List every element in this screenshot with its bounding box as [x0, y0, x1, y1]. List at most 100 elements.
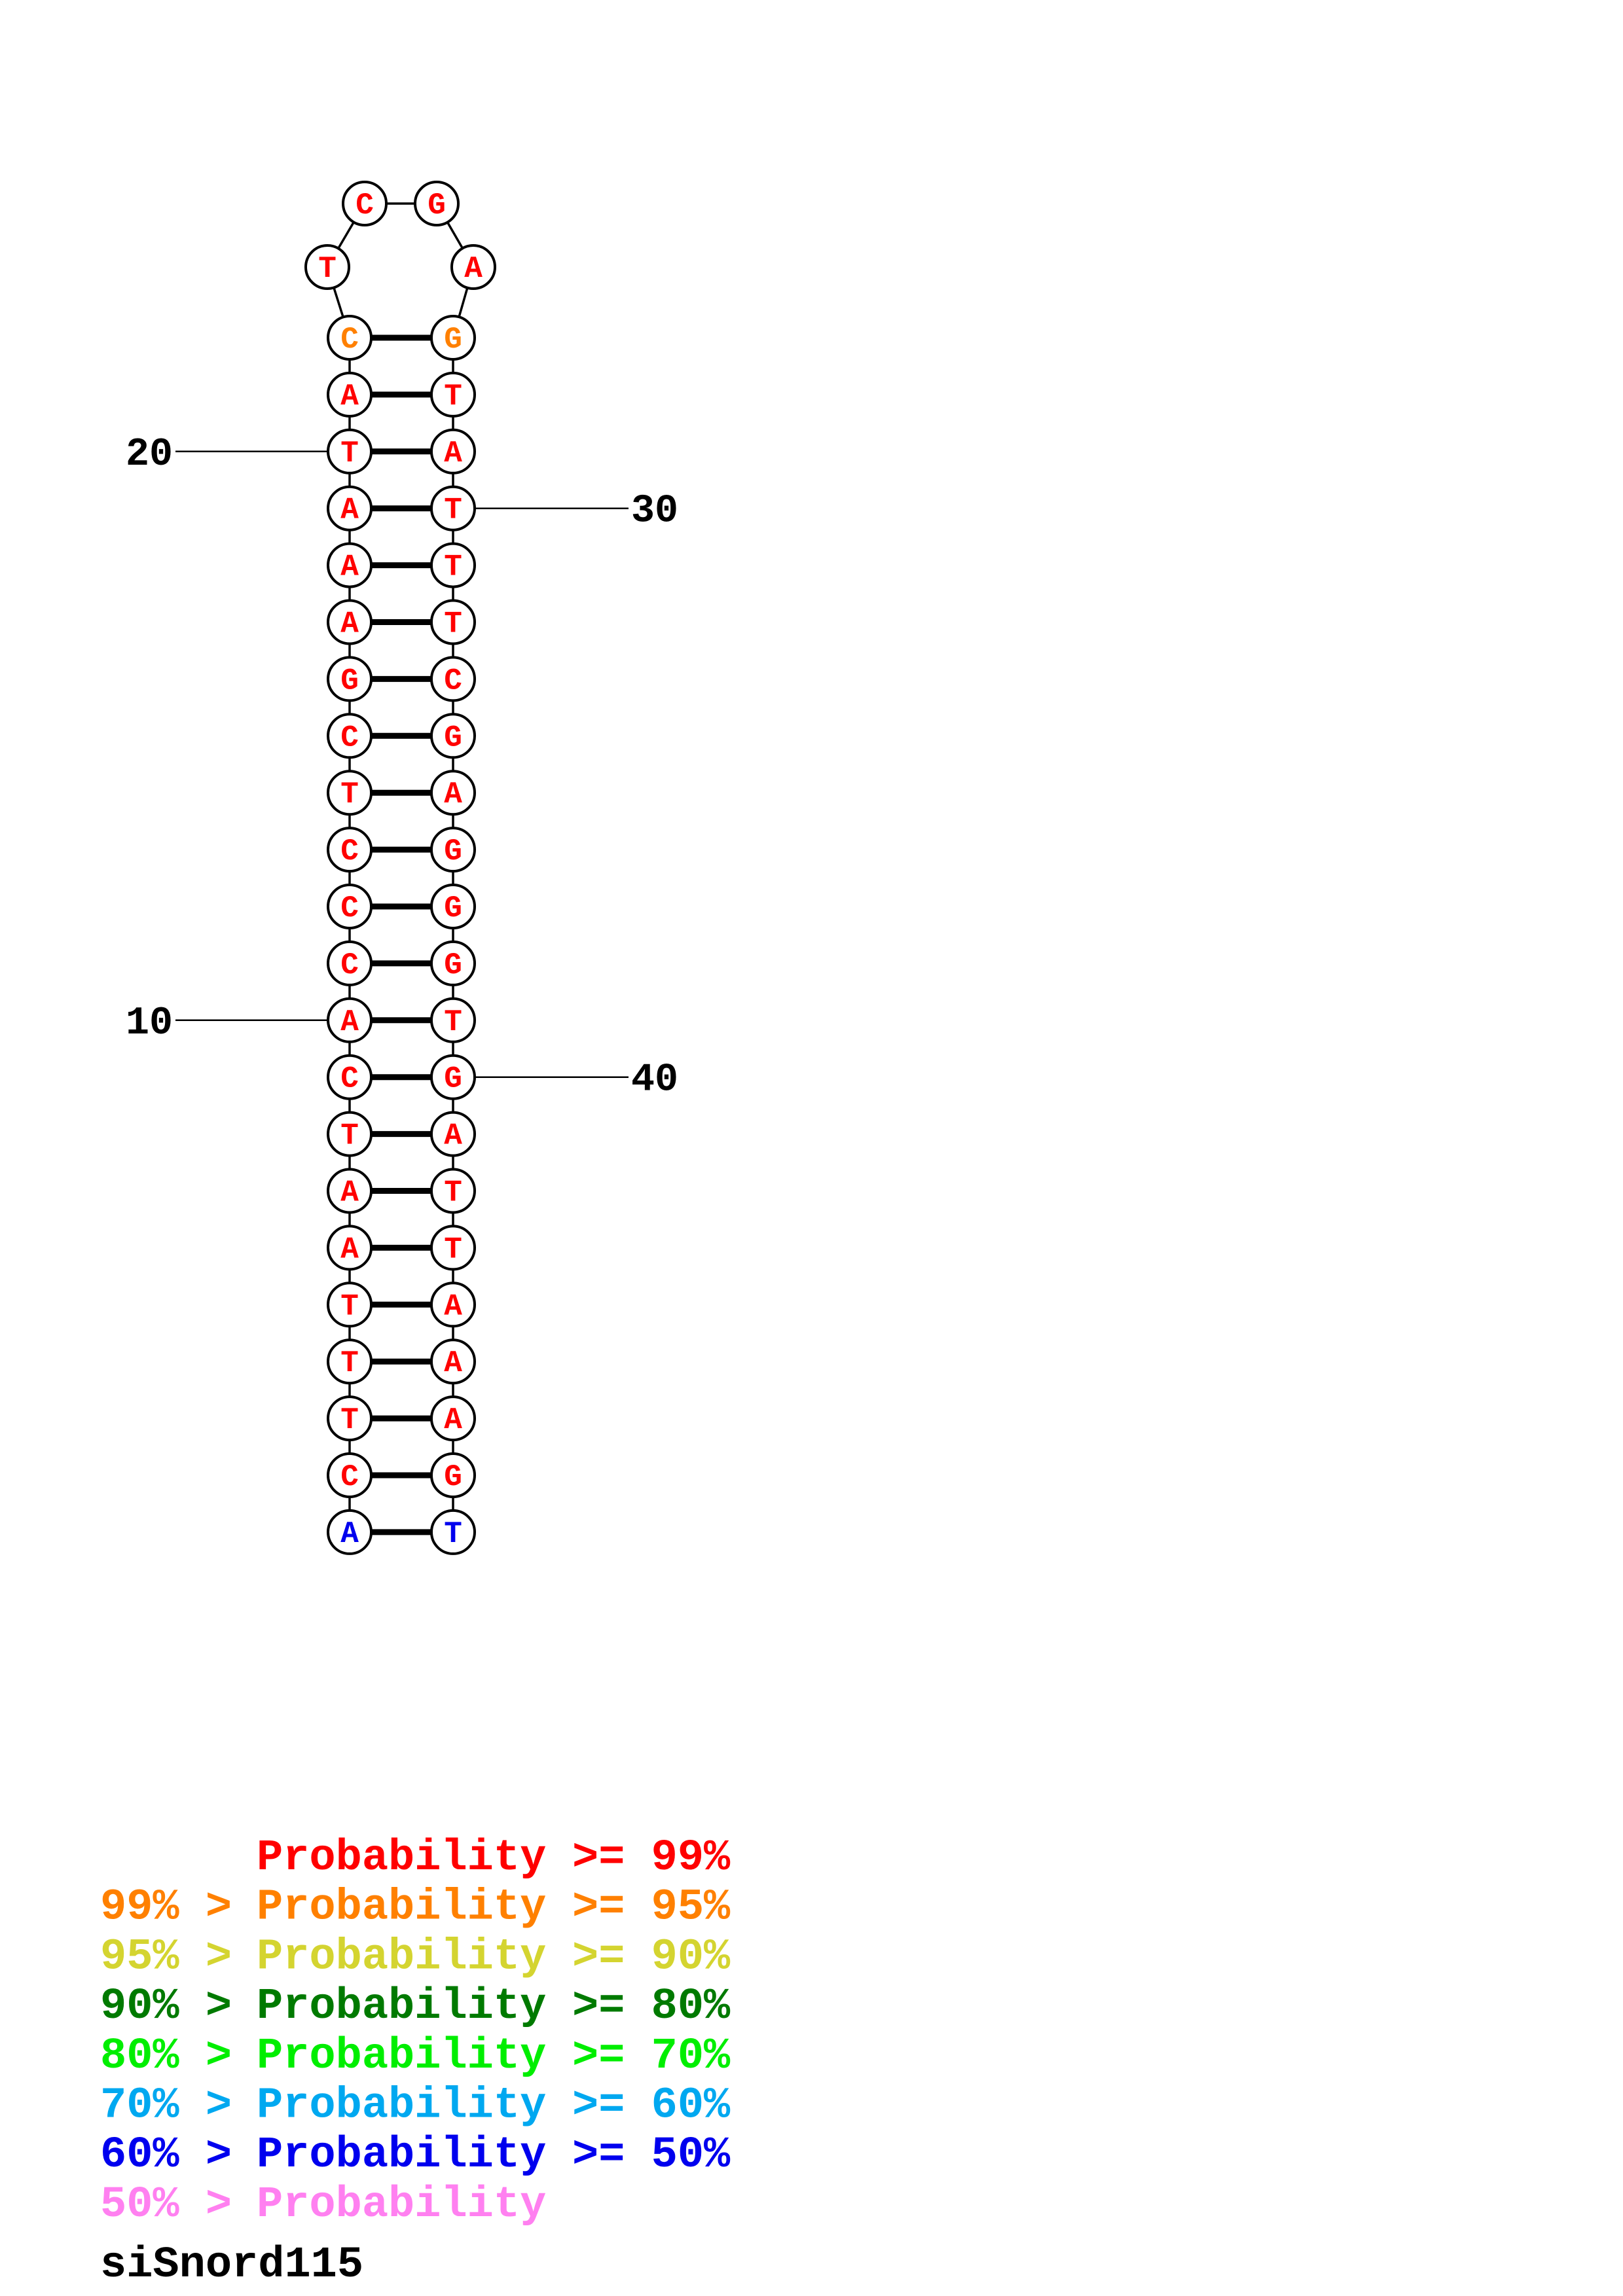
legend-suffix: >= 60% [572, 2081, 731, 2131]
nucleotide-circle [327, 428, 373, 475]
nucleotide-letter: C [340, 721, 359, 755]
nucleotide-circle [327, 1168, 373, 1214]
nucleotide-8: T [327, 1111, 373, 1157]
nucleotide-circle [450, 244, 496, 290]
nucleotide-letter: A [444, 1289, 462, 1323]
nucleotide-2: C [327, 1452, 373, 1498]
legend-entry-p99: Probability >= 99% [257, 1833, 731, 1883]
nucleotide-letter: C [340, 1460, 359, 1494]
nucleotide-circle [327, 1054, 373, 1100]
nucleotide-circle [327, 599, 373, 645]
nucleotide-letter: C [444, 664, 462, 698]
nucleotide-circle [430, 1054, 476, 1100]
legend-entry-p50: 60% > Probability >= 50% [100, 2130, 731, 2180]
nucleotide-circle [430, 1338, 476, 1385]
nucleotide-26: A [450, 244, 496, 290]
legend-label: Probability [257, 2130, 546, 2180]
nucleotide-11: C [327, 940, 373, 986]
legend-label: Probability [257, 2180, 546, 2230]
nucleotide-circle [430, 428, 476, 475]
nucleotide-circle [304, 244, 350, 290]
position-label-10: 10 [126, 1001, 173, 1046]
probability-legend: Probability >= 99%99% > Probability >= 95% 9… [100, 1833, 731, 2230]
nucleotide-circle [430, 940, 476, 986]
nucleotide-circle [430, 542, 476, 588]
nucleotide-circle [327, 1338, 373, 1385]
nucleotide-6: A [327, 1225, 373, 1271]
legend-entry-p95: 99% > Probability >= 95% [100, 1883, 731, 1933]
legend-prefix: 70% > [100, 2081, 232, 2131]
nucleotide-circle [327, 542, 373, 588]
nucleotide-letter: C [340, 1062, 359, 1096]
nucleotide-circle [430, 1111, 476, 1157]
nucleotide-letter: G [444, 834, 462, 869]
nucleotide-letter: A [340, 1176, 359, 1210]
nucleotide-letter: A [340, 493, 359, 528]
legend-entry-p60: 70% > Probability >= 60% [100, 2081, 731, 2131]
legend-prefix: 50% > [100, 2180, 232, 2230]
nucleotide-letter: C [340, 834, 359, 869]
nucleotide-circle [430, 1282, 476, 1328]
nucleotide-circle [327, 315, 373, 361]
nucleotide-20: T [327, 428, 373, 475]
nucleotide-circle [327, 997, 373, 1043]
legend-suffix: >= 95% [572, 1883, 731, 1933]
nucleotide-7: A [327, 1168, 373, 1214]
nucleotide-letter: G [444, 1062, 462, 1096]
nucleotide-41: A [430, 1111, 476, 1157]
nucleotide-circle [327, 485, 373, 531]
nucleotide-44: A [430, 1282, 476, 1328]
nucleotide-circle [430, 1225, 476, 1271]
nucleotide-31: T [430, 542, 476, 588]
nucleotide-40: G [430, 1054, 476, 1100]
nucleotide-letter: T [340, 1346, 359, 1380]
nucleotide-letter: T [340, 778, 359, 812]
nucleotide-39: T [430, 997, 476, 1043]
legend-label: Probability [257, 1932, 546, 1982]
nucleotide-letter: G [444, 721, 462, 755]
nucleotide-letter: A [340, 1005, 359, 1039]
legend-suffix: >= 80% [572, 1982, 731, 2032]
nucleotide-letter: G [340, 664, 359, 698]
legend-label: Probability [257, 1982, 546, 2032]
nucleotide-5: T [327, 1282, 373, 1328]
legend-prefix: 90% > [100, 1982, 232, 2032]
nucleotide-letter: T [444, 1517, 462, 1551]
legend-label: Probability [257, 2032, 546, 2081]
nucleotide-circle [327, 713, 373, 759]
nucleotide-letter: T [340, 437, 359, 471]
nucleotide-circle [430, 485, 476, 531]
nucleotide-circle [327, 1282, 373, 1328]
nucleotide-letter: T [340, 1119, 359, 1153]
structure-title: siSnord115 [100, 2240, 363, 2290]
nucleotide-circle [327, 1225, 373, 1271]
nucleotide-12: C [327, 884, 373, 929]
nucleotide-circle [430, 371, 476, 418]
nucleotide-circle [327, 1509, 373, 1555]
legend-suffix: >= 70% [572, 2032, 731, 2081]
legend-label: Probability [257, 1833, 546, 1883]
nucleotide-letter: A [340, 380, 359, 414]
legend-suffix: >= 50% [572, 2130, 731, 2180]
nucleotide-letter: A [444, 1346, 462, 1380]
nucleotide-43: T [430, 1225, 476, 1271]
nucleotide-25: G [414, 181, 460, 226]
nucleotide-35: A [430, 770, 476, 816]
nucleotide-16: G [327, 656, 373, 702]
nucleotide-29: A [430, 428, 476, 475]
nucleotide-42: T [430, 1168, 476, 1214]
nucleotide-38: G [430, 940, 476, 986]
legend-label: Probability [257, 2081, 546, 2131]
nucleotide-circle [327, 884, 373, 929]
nucleotide-letter: A [444, 1119, 462, 1153]
position-label-40: 40 [631, 1058, 678, 1103]
nucleotide-34: G [430, 713, 476, 759]
nucleotide-15: C [327, 713, 373, 759]
nucleotide-circle [342, 181, 388, 226]
nucleotide-letter: T [444, 493, 462, 528]
nucleotide-22: C [327, 315, 373, 361]
nucleotide-9: C [327, 1054, 373, 1100]
nucleotide-letter: T [444, 550, 462, 584]
